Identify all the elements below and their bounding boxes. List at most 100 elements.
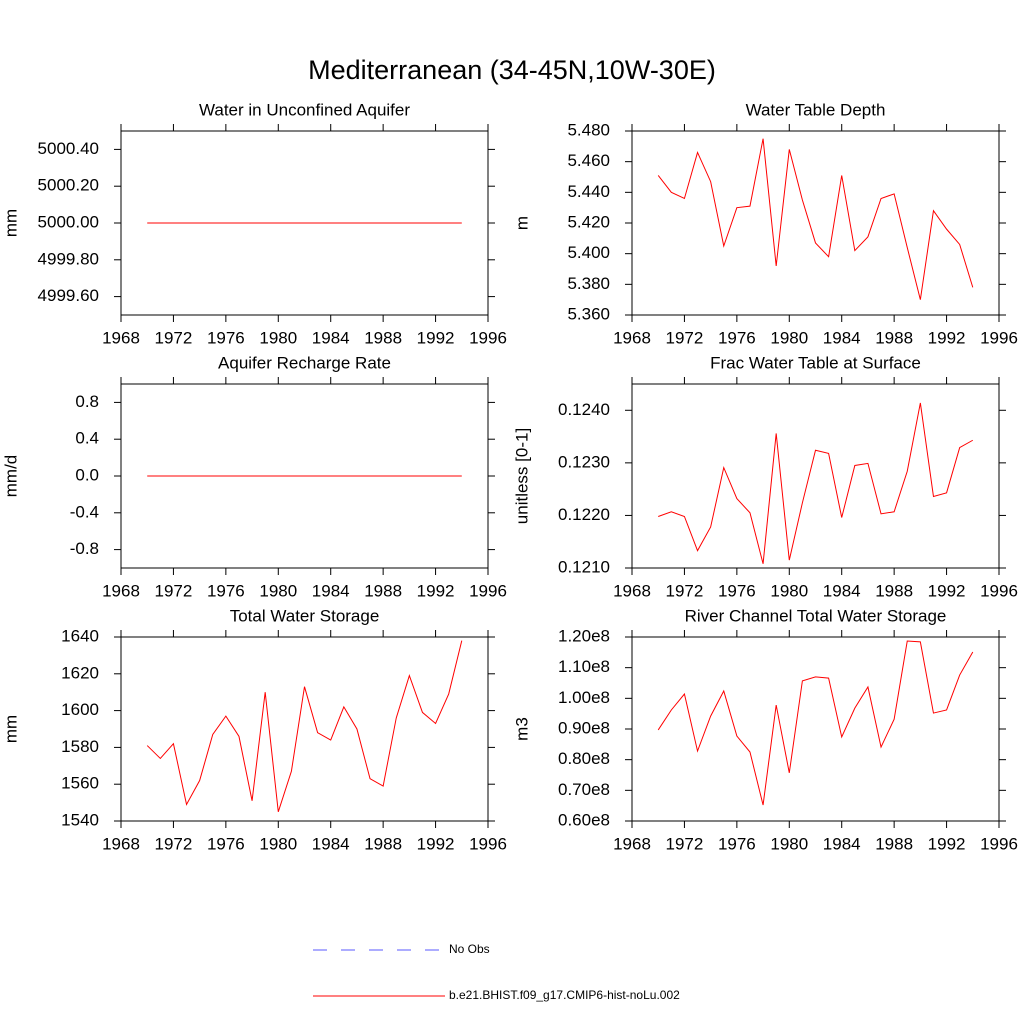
y-tick-label: 1580 <box>61 737 99 756</box>
data-line <box>658 402 974 564</box>
data-line <box>657 138 974 300</box>
x-tick-label: 1988 <box>875 328 913 347</box>
y-tick-label: 0.80e8 <box>558 749 610 768</box>
y-axis-label: mm <box>1 715 20 743</box>
figure-title: Mediterranean (34-45N,10W-30E) <box>308 55 716 85</box>
x-tick-label: 1968 <box>102 581 140 600</box>
plot-frame <box>631 383 1000 569</box>
y-tick-label: 0.4 <box>75 429 99 448</box>
y-tick-label: 4999.60 <box>38 286 99 305</box>
x-tick-label: 1988 <box>364 328 402 347</box>
y-tick-label: 1620 <box>61 663 99 682</box>
y-axis-label: mm <box>1 209 20 237</box>
y-tick-label: 0.1230 <box>558 452 610 471</box>
panel-title: Frac Water Table at Surface <box>710 353 921 372</box>
y-tick-label: -0.4 <box>70 502 99 521</box>
panel-title: River Channel Total Water Storage <box>685 606 947 625</box>
y-tick-label: 0.0 <box>75 465 99 484</box>
x-tick-label: 1992 <box>417 328 455 347</box>
x-tick-label: 1972 <box>155 834 193 853</box>
x-tick-label: 1984 <box>823 328 861 347</box>
x-tick-label: 1996 <box>469 328 507 347</box>
x-tick-label: 1980 <box>259 581 297 600</box>
x-tick-label: 1984 <box>823 834 861 853</box>
x-tick-label: 1992 <box>417 834 455 853</box>
y-tick-label: 0.1240 <box>558 400 610 419</box>
panel-title: Water Table Depth <box>746 100 886 119</box>
x-tick-label: 1980 <box>770 834 808 853</box>
y-tick-label: 5.360 <box>567 304 610 323</box>
y-tick-label: 5.480 <box>567 120 610 139</box>
x-tick-label: 1992 <box>928 834 966 853</box>
y-tick-label: 1540 <box>61 810 99 829</box>
y-tick-label: 5000.00 <box>38 212 99 231</box>
x-tick-label: 1980 <box>259 834 297 853</box>
plot-frame <box>631 130 1000 316</box>
y-tick-label: 0.70e8 <box>558 780 610 799</box>
y-tick-label: 0.8 <box>75 392 99 411</box>
y-tick-label: 1640 <box>61 626 99 645</box>
panel-title: Water in Unconfined Aquifer <box>199 100 410 119</box>
x-tick-label: 1988 <box>875 834 913 853</box>
x-tick-label: 1984 <box>312 581 350 600</box>
x-tick-label: 1996 <box>469 581 507 600</box>
x-tick-label: 1976 <box>718 328 756 347</box>
y-tick-label: 1.10e8 <box>558 657 610 676</box>
x-tick-label: 1972 <box>666 581 704 600</box>
y-tick-label: 5000.40 <box>38 139 99 158</box>
y-axis-label: unitless [0-1] <box>512 428 531 524</box>
x-tick-label: 1996 <box>980 328 1018 347</box>
x-tick-label: 1976 <box>718 581 756 600</box>
y-axis-label: m <box>512 216 531 230</box>
x-tick-label: 1992 <box>417 581 455 600</box>
x-tick-label: 1984 <box>823 581 861 600</box>
legend-label: No Obs <box>449 942 490 956</box>
x-tick-label: 1976 <box>718 834 756 853</box>
y-tick-label: 0.1210 <box>558 557 610 576</box>
y-axis-label: m3 <box>512 717 531 741</box>
x-tick-label: 1968 <box>613 581 651 600</box>
y-tick-label: 1560 <box>61 774 99 793</box>
plot-frame <box>631 636 1000 822</box>
y-tick-label: 1.00e8 <box>558 688 610 707</box>
y-axis-label: mm/d <box>1 455 20 498</box>
x-tick-label: 1976 <box>207 328 245 347</box>
legend-label: b.e21.BHIST.f09_g17.CMIP6-hist-noLu.002 <box>449 988 680 1002</box>
x-tick-label: 1976 <box>207 834 245 853</box>
y-tick-label: -0.8 <box>70 539 99 558</box>
x-tick-label: 1992 <box>928 581 966 600</box>
y-tick-label: 5.440 <box>567 182 610 201</box>
x-tick-label: 1968 <box>613 834 651 853</box>
y-tick-label: 1600 <box>61 700 99 719</box>
x-tick-label: 1968 <box>613 328 651 347</box>
y-tick-label: 5.380 <box>567 274 610 293</box>
panel-title: Aquifer Recharge Rate <box>218 353 391 372</box>
x-tick-label: 1996 <box>469 834 507 853</box>
x-tick-label: 1996 <box>980 581 1018 600</box>
y-tick-label: 0.90e8 <box>558 718 610 737</box>
x-tick-label: 1972 <box>666 834 704 853</box>
y-tick-label: 5.420 <box>567 212 610 231</box>
y-tick-label: 5000.20 <box>38 176 99 195</box>
x-tick-label: 1972 <box>666 328 704 347</box>
x-tick-label: 1996 <box>980 834 1018 853</box>
x-tick-label: 1972 <box>155 328 193 347</box>
y-tick-label: 4999.80 <box>38 249 99 268</box>
x-tick-label: 1992 <box>928 328 966 347</box>
x-tick-label: 1988 <box>364 834 402 853</box>
x-tick-label: 1968 <box>102 834 140 853</box>
x-tick-label: 1968 <box>102 328 140 347</box>
plot-frame <box>120 636 489 822</box>
y-tick-label: 5.400 <box>567 243 610 262</box>
x-tick-label: 1988 <box>364 581 402 600</box>
x-tick-label: 1988 <box>875 581 913 600</box>
x-tick-label: 1984 <box>312 328 350 347</box>
x-tick-label: 1980 <box>259 328 297 347</box>
y-tick-label: 5.460 <box>567 151 610 170</box>
data-line <box>146 640 463 812</box>
panel-title: Total Water Storage <box>230 606 380 625</box>
x-tick-label: 1984 <box>312 834 350 853</box>
x-tick-label: 1980 <box>770 328 808 347</box>
y-tick-label: 0.60e8 <box>558 810 610 829</box>
